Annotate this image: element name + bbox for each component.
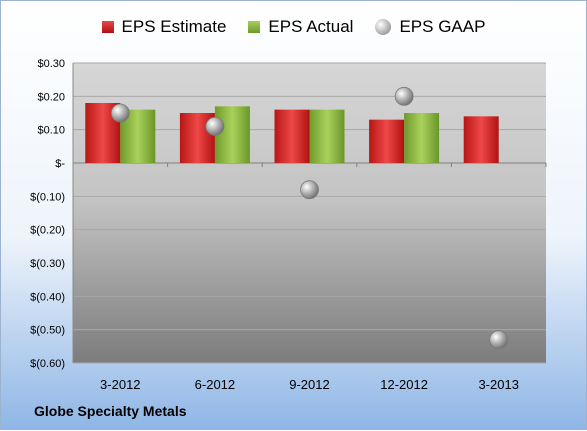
gaap-points (110, 86, 509, 350)
legend-label-gaap: EPS GAAP (399, 17, 486, 36)
y-tick-label: $(0.50) (30, 325, 65, 337)
x-tick-label: 12-2012 (380, 377, 428, 392)
legend-item-gaap: EPS GAAP (375, 17, 485, 37)
eps-gaap-point (205, 116, 225, 136)
eps-gaap-point (394, 86, 414, 106)
y-tick-label: $(0.60) (30, 358, 65, 370)
legend: EPS Estimate EPS Actual EPS GAAP (1, 17, 586, 37)
eps-gaap-point (489, 330, 509, 350)
legend-item-actual: EPS Actual (248, 17, 353, 37)
bars (85, 103, 499, 163)
company-name: Globe Specialty Metals (34, 403, 187, 419)
x-tick-label: 3-2013 (478, 377, 518, 392)
eps-estimate-bar (463, 116, 499, 163)
eps-gaap-point (110, 103, 130, 123)
x-tick-label: 3-2012 (100, 377, 140, 392)
eps-gaap-point (300, 180, 319, 200)
legend-label-estimate: EPS Estimate (121, 17, 227, 36)
y-tick-label: $(0.10) (30, 191, 65, 203)
eps-estimate-bar (369, 119, 405, 163)
eps-actual-bar (309, 109, 345, 163)
plot-background (73, 63, 546, 363)
legend-label-actual: EPS Actual (268, 17, 354, 36)
y-tick-label: $0.10 (37, 125, 65, 137)
y-tick-label: $(0.20) (30, 225, 65, 237)
legend-item-estimate: EPS Estimate (101, 17, 227, 37)
x-tick-label: 9-2012 (289, 377, 329, 392)
gaap-marker-icon (375, 19, 392, 35)
estimate-swatch-icon (101, 21, 114, 33)
eps-actual-bar (214, 106, 250, 163)
y-tick-label: $- (55, 158, 65, 170)
eps-estimate-bar (274, 109, 310, 163)
y-tick-label: $(0.30) (30, 258, 65, 270)
y-tick-label: $0.20 (37, 91, 65, 103)
y-tick-label: $0.30 (37, 58, 65, 70)
y-axis-ticks: $0.30 $0.20 $0.10 $- $(0.10) $(0.20) $(0.30) $(… (30, 58, 65, 370)
eps-actual-bar (404, 113, 440, 163)
x-tick-label: 6-2012 (195, 377, 235, 392)
actual-swatch-icon (248, 21, 261, 33)
y-tick-label: $(0.40) (30, 291, 65, 303)
x-axis-ticks: 3-2012 6-2012 9-2012 12-2012 3-2013 (100, 377, 519, 392)
